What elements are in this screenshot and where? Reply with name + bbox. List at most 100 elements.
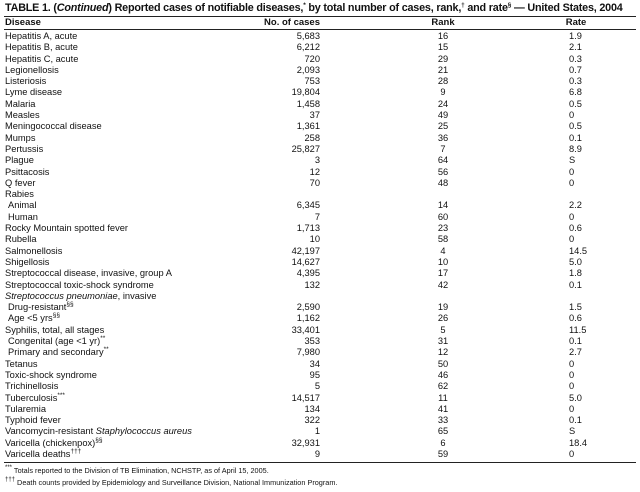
- footnote-text: Totals reported to the Division of TB El…: [13, 466, 269, 475]
- disease-name: Age <5 yrs§§: [8, 313, 60, 324]
- cases-cell: 353: [304, 336, 320, 347]
- title-text: and rate: [464, 2, 508, 14]
- rank-cell: 46: [437, 369, 449, 380]
- disease-name: Tuberculosis***: [5, 391, 65, 404]
- disease-name: Rabies: [5, 189, 34, 200]
- footnote-mark: §§: [66, 301, 74, 309]
- rate-cell: 0: [569, 369, 575, 380]
- disease-name-part: Pertussis: [5, 143, 44, 154]
- rank-cell: 26: [437, 313, 449, 324]
- disease-name-part: Varicella deaths: [5, 448, 71, 459]
- cases-cell: 1: [314, 426, 320, 437]
- cases-cell: 2,093: [296, 64, 320, 75]
- footnote-mark: †: [461, 2, 465, 9]
- cases-cell: 720: [304, 53, 320, 64]
- rate-cell: 0: [569, 358, 575, 369]
- rank-cell: 15: [437, 42, 449, 53]
- cases-cell: 1,713: [296, 223, 320, 234]
- cases-cell: 2,590: [296, 302, 320, 313]
- disease-name-part: Rubella: [5, 234, 37, 245]
- title-rule: [4, 16, 636, 17]
- cases-cell: 1,361: [296, 121, 320, 132]
- disease-name: Tetanus: [5, 359, 38, 370]
- table-row: Lyme disease 19,804 9 6.8: [0, 87, 640, 98]
- table-row: Primary and secondary** 7,980 12 2.7: [0, 347, 640, 358]
- rank-cell: 41: [437, 403, 449, 414]
- table-row: Listeriosis 753 28 0.3: [0, 76, 640, 87]
- disease-name-part: Hepatitis A, acute: [5, 31, 78, 41]
- rank-cell: 24: [437, 98, 449, 109]
- disease-name: Salmonellosis: [5, 246, 62, 257]
- rank-cell: 16: [437, 31, 449, 41]
- disease-name-part: Human: [8, 211, 38, 222]
- header-cases: No. of cases: [264, 17, 320, 28]
- rank-cell: 65: [437, 426, 449, 437]
- rate-cell: 1.9: [569, 31, 582, 41]
- cases-cell: 70: [309, 177, 320, 188]
- footnote-mark: §§: [52, 312, 60, 320]
- cases-cell: 33,401: [291, 324, 320, 335]
- disease-name: Animal: [8, 200, 36, 211]
- rate-cell: 2.2: [569, 200, 582, 211]
- cases-cell: 14,517: [291, 392, 320, 403]
- rank-cell: 5: [440, 324, 446, 335]
- table-row: Typhoid fever 322 33 0.1: [0, 415, 640, 426]
- table-row: Meningococcal disease 1,361 25 0.5: [0, 121, 640, 132]
- rank-cell: 36: [437, 132, 449, 143]
- cases-cell: 7,980: [296, 347, 320, 358]
- disease-name-part: Primary and secondary: [8, 347, 104, 358]
- table-row: Vancomycin-resistant Staphylococcus aure…: [0, 426, 640, 437]
- disease-name-part: Streptococcal toxic-shock syndrome: [5, 279, 154, 290]
- table-row: Salmonellosis 42,197 4 14.5: [0, 246, 640, 257]
- rate-cell: 0: [569, 234, 575, 245]
- table-row: Q fever 70 48 0: [0, 178, 640, 189]
- rate-cell: 0: [569, 110, 575, 121]
- table-row: Congenital (age <1 yr)** 353 31 0.1: [0, 335, 640, 347]
- table-row: Animal 6,345 14 2.2: [0, 200, 640, 211]
- table-title: TABLE 1. (Continued) Reported cases of n…: [5, 2, 623, 14]
- cases-cell: 32,931: [291, 437, 320, 448]
- rank-cell: 23: [437, 223, 449, 234]
- table-row: Hepatitis A, acute 5,683 16 1.9: [0, 31, 640, 42]
- cases-cell: 1,162: [296, 313, 320, 324]
- disease-name-part: Streptococcal disease, invasive, group A: [5, 268, 172, 279]
- disease-name-part: Varicella (chickenpox): [5, 437, 96, 448]
- cases-cell: 42,197: [291, 245, 320, 256]
- bottom-rule: [4, 462, 636, 463]
- footnote-mark: ***: [57, 391, 65, 399]
- cases-cell: 37: [309, 110, 320, 121]
- table-row: Plague 3 64 S: [0, 155, 640, 166]
- footnote-text: Death counts provided by Epidemiology an…: [17, 478, 338, 487]
- disease-name-part: Hepatitis C, acute: [5, 53, 79, 64]
- disease-name-part: Typhoid fever: [5, 415, 61, 426]
- disease-name: Streptococcal disease, invasive, group A: [5, 268, 172, 279]
- cases-cell: 34: [309, 358, 320, 369]
- rate-cell: 0.3: [569, 53, 582, 64]
- rank-cell: 10: [437, 256, 449, 267]
- cases-cell: 258: [304, 132, 320, 143]
- table-row: Drug-resistant§§ 2,590 19 1.5: [0, 301, 640, 313]
- footnote: *** Totals reported to the Division of T…: [5, 465, 269, 475]
- cases-cell: 19,804: [291, 87, 320, 98]
- rank-cell: 12: [437, 347, 449, 358]
- table-row: Varicella deaths††† 9 59 0: [0, 447, 640, 460]
- disease-name-part: Toxic-shock syndrome: [5, 369, 97, 380]
- cases-cell: 9: [314, 448, 320, 459]
- disease-name: Streptococcus pneumoniae, invasive: [5, 291, 156, 302]
- disease-name: Rubella: [5, 234, 37, 245]
- header-disease: Disease: [5, 17, 41, 28]
- disease-name: Syphilis, total, all stages: [5, 325, 104, 336]
- rate-cell: 5.0: [569, 392, 582, 403]
- rate-cell: 14.5: [569, 245, 588, 256]
- disease-name: Toxic-shock syndrome: [5, 370, 97, 381]
- disease-name: Legionellosis: [5, 65, 59, 76]
- disease-name-part: Animal: [8, 200, 37, 211]
- disease-name-part: Legionellosis: [5, 64, 59, 75]
- table-row: Mumps 258 36 0.1: [0, 133, 640, 144]
- rank-cell: 11: [438, 392, 448, 403]
- rank-cell: 6: [440, 437, 446, 448]
- disease-name-part: Measles: [5, 110, 40, 121]
- disease-name: Shigellosis: [5, 257, 49, 268]
- table-row: Pertussis 25,827 7 8.9: [0, 144, 640, 155]
- footnote-mark: †††: [70, 447, 82, 455]
